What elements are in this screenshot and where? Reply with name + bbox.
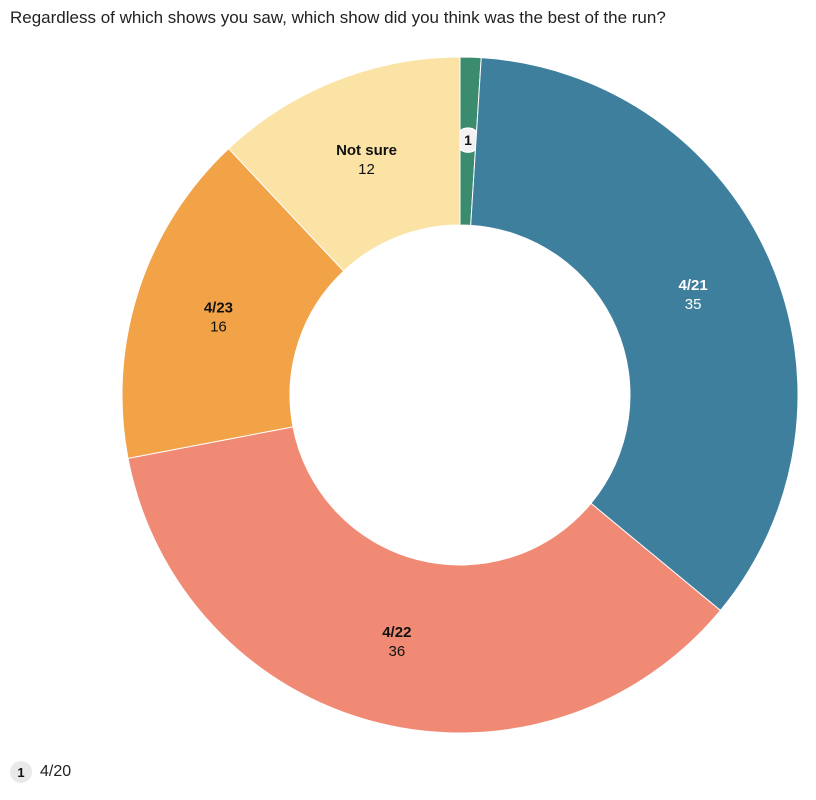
slice-label-4-21: 4/21 (679, 277, 708, 294)
slice-4-21 (470, 57, 799, 612)
footnote-marker-number: 1 (464, 132, 472, 148)
footnote-legend: 1 4/20 (10, 760, 71, 784)
slice-value-not-sure: 12 (358, 161, 375, 178)
slice-value-4-21: 35 (685, 296, 702, 313)
footnote-text: 4/20 (40, 763, 72, 780)
chart-title: Regardless of which shows you saw, which… (10, 8, 666, 27)
slice-4-23 (121, 147, 345, 459)
slice-not-sure (227, 56, 461, 272)
slice-value-4-23: 16 (210, 319, 227, 336)
slice-label-not-sure: Not sure (336, 142, 397, 159)
slice-label-4-22: 4/22 (382, 624, 411, 641)
footnote-badge: 1 (10, 761, 32, 783)
slice-4-22 (127, 426, 722, 734)
slice-label-4-23: 4/23 (204, 300, 233, 317)
slice-value-4-22: 36 (388, 643, 405, 660)
